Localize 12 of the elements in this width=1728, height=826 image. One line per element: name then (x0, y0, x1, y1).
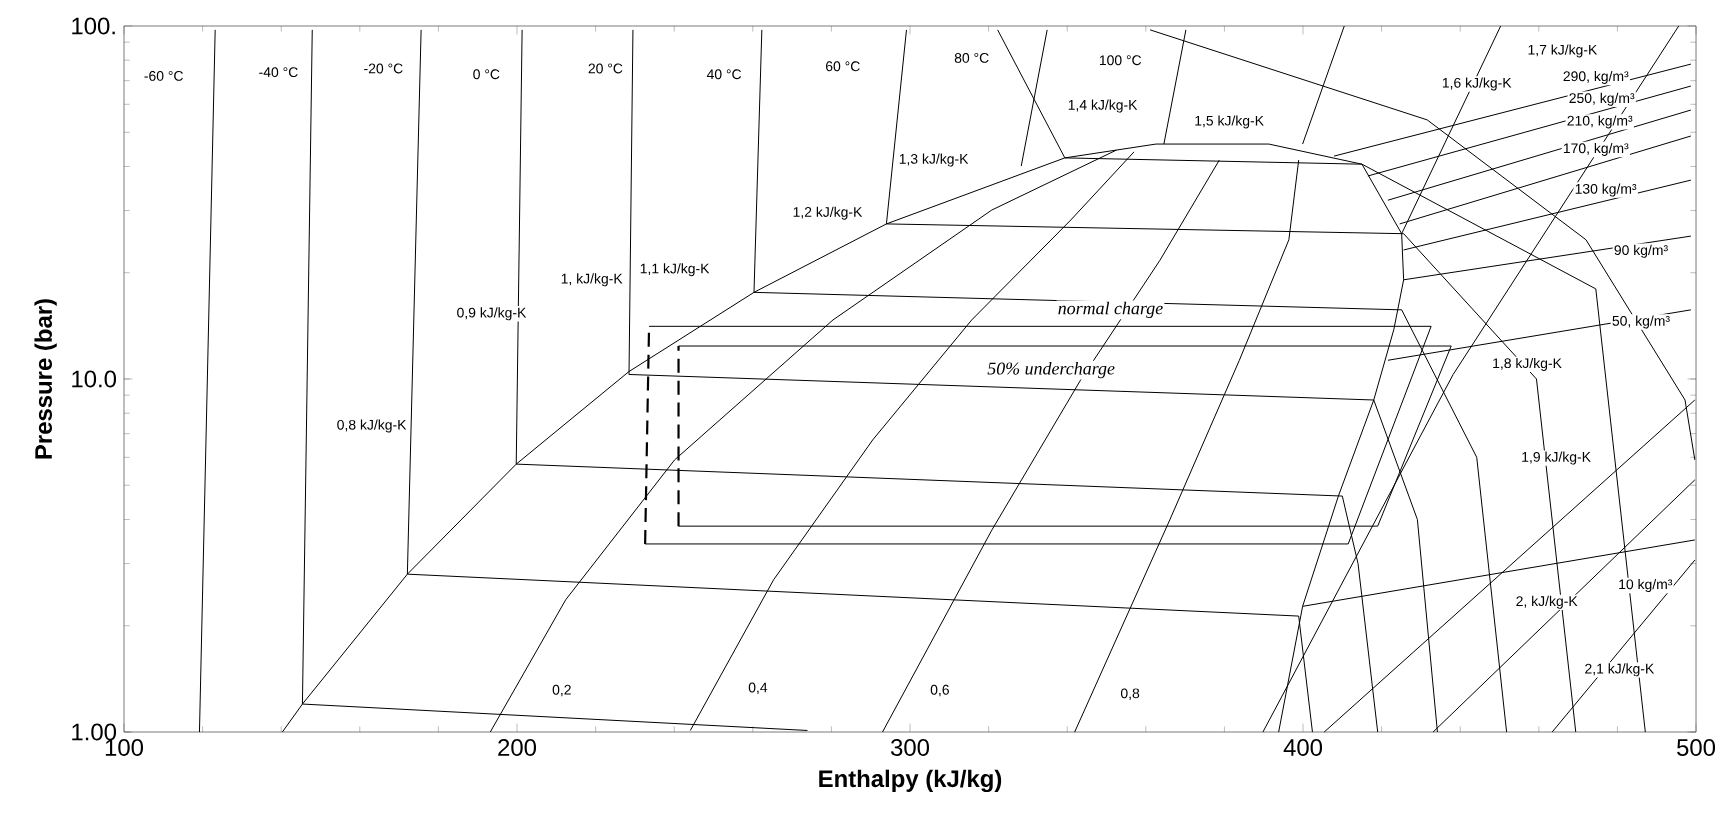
x-tick-label: 200 (498, 739, 537, 756)
x-tick-label: 500 (1677, 739, 1716, 756)
x-tick-label: 300 (890, 739, 930, 756)
x-axis-title: Enthalpy (kJ/kg) (819, 769, 1002, 793)
x-tick-label: 400 (1283, 739, 1323, 756)
y-axis-title: Pressure (bar) (34, 299, 57, 459)
annotation: normal charge (1058, 301, 1163, 318)
y-tick-label: 1.00 (72, 723, 117, 741)
y-tick-label: 100. (72, 17, 115, 35)
x-tick-label: 100 (105, 739, 144, 756)
y-tick-label: 10.0 (72, 370, 117, 388)
annotation: 50% undercharge (987, 361, 1115, 379)
